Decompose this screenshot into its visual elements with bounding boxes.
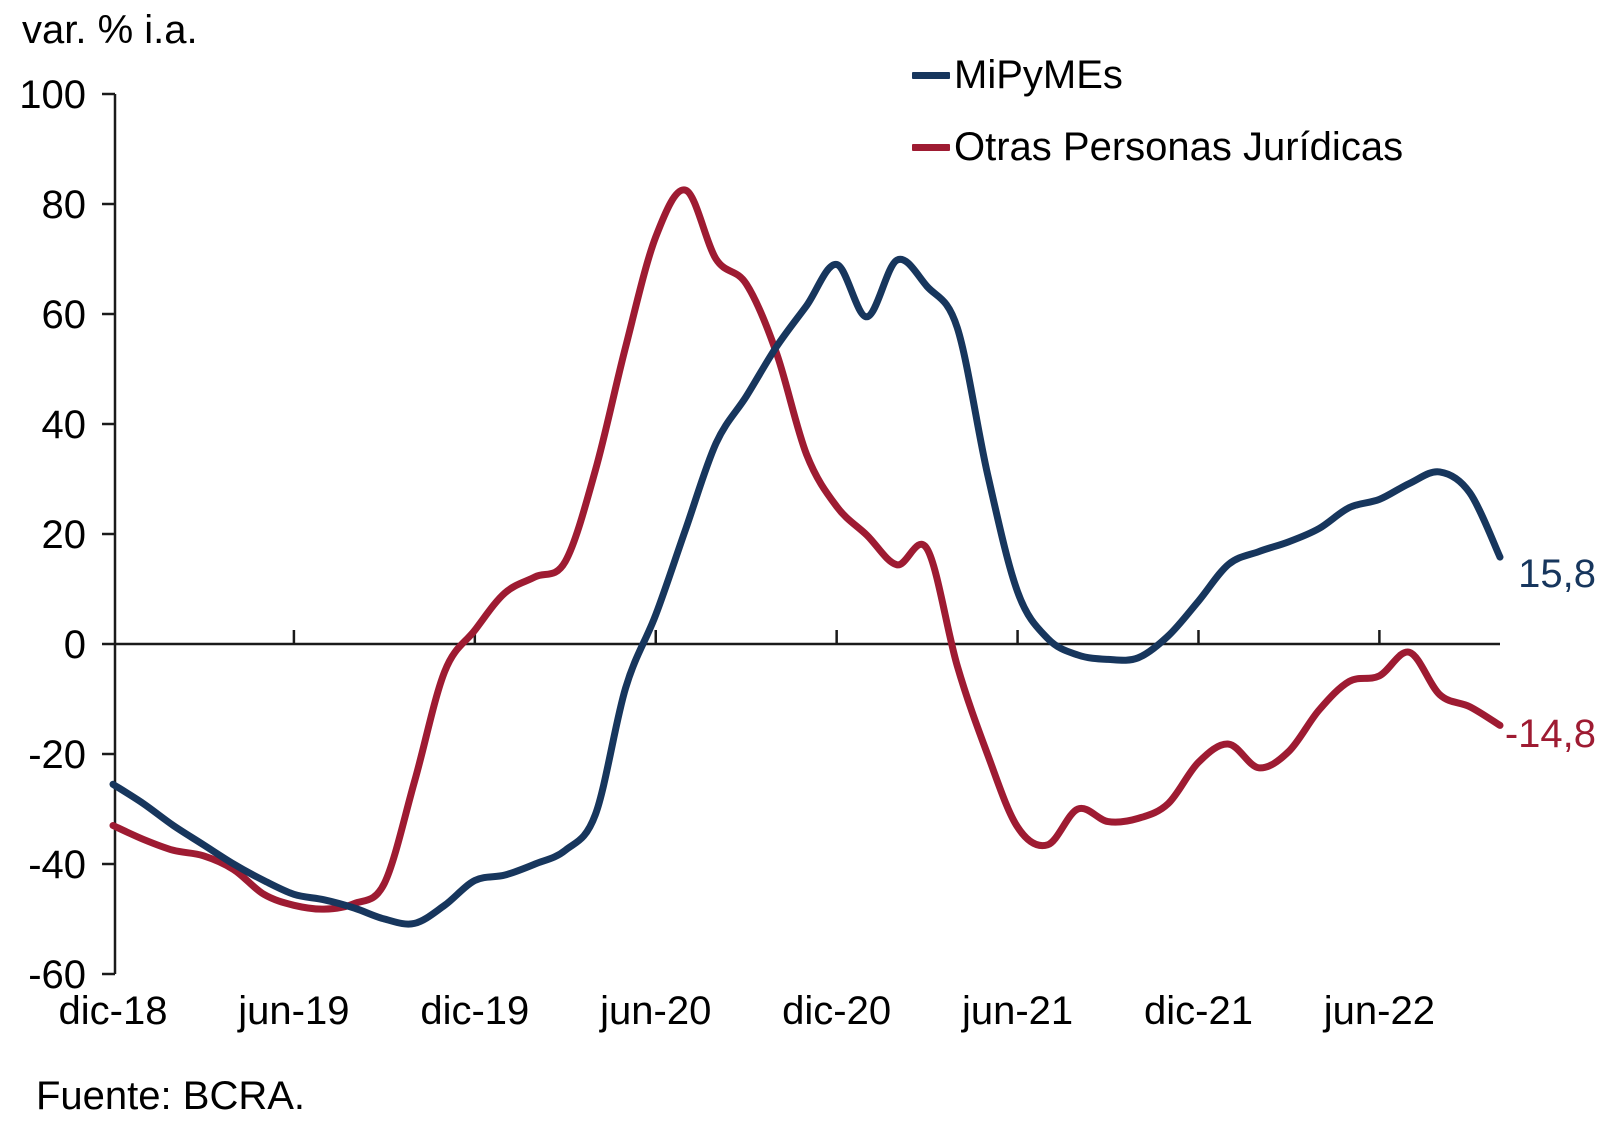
y-axis-tick-label: 40 xyxy=(42,403,87,447)
legend-item-mipymes: MiPyMEs xyxy=(912,50,1403,100)
chart-legend: MiPyMEs Otras Personas Jurídicas xyxy=(912,50,1403,194)
y-axis-tick-label: -20 xyxy=(28,733,86,777)
end-value-label-mipymes: 15,8 xyxy=(1518,552,1596,596)
x-axis-tick-label: dic-19 xyxy=(420,989,529,1033)
end-value-label-otras-personas-juridicas: -14,8 xyxy=(1504,712,1596,756)
legend-label-otras-personas-juridicas: Otras Personas Jurídicas xyxy=(954,124,1404,169)
y-axis-tick-label: -60 xyxy=(28,953,86,997)
x-axis-tick-label: dic-20 xyxy=(782,989,891,1033)
x-axis-tick-label: jun-20 xyxy=(599,989,711,1033)
y-axis-tick-label: 80 xyxy=(42,183,87,227)
x-axis-tick-label: jun-21 xyxy=(961,989,1073,1033)
y-axis-tick-label: 100 xyxy=(19,73,86,117)
y-axis-tick-label: 0 xyxy=(64,623,86,667)
legend-line-swatch-mipymes xyxy=(912,71,950,79)
legend-line-swatch-otras-personas-juridicas xyxy=(912,143,950,151)
legend-label-mipymes: MiPyMEs xyxy=(954,52,1123,97)
y-axis-tick-label: -40 xyxy=(28,843,86,887)
source-note: Fuente: BCRA. xyxy=(36,1074,306,1118)
series-line-otras-personas-jur-dicas xyxy=(109,186,1504,913)
x-axis-tick-label: jun-22 xyxy=(1323,989,1435,1033)
series-line-mipymes xyxy=(109,255,1504,928)
legend-item-otras-personas-juridicas: Otras Personas Jurídicas xyxy=(912,122,1403,172)
y-axis-tick-label: 60 xyxy=(42,293,87,337)
x-axis-tick-label: jun-19 xyxy=(237,989,349,1033)
x-axis-tick-label: dic-21 xyxy=(1144,989,1253,1033)
chart-title: var. % i.a. xyxy=(22,8,198,52)
y-axis-tick-label: 20 xyxy=(42,513,87,557)
x-axis-tick-label: dic-18 xyxy=(59,989,168,1033)
